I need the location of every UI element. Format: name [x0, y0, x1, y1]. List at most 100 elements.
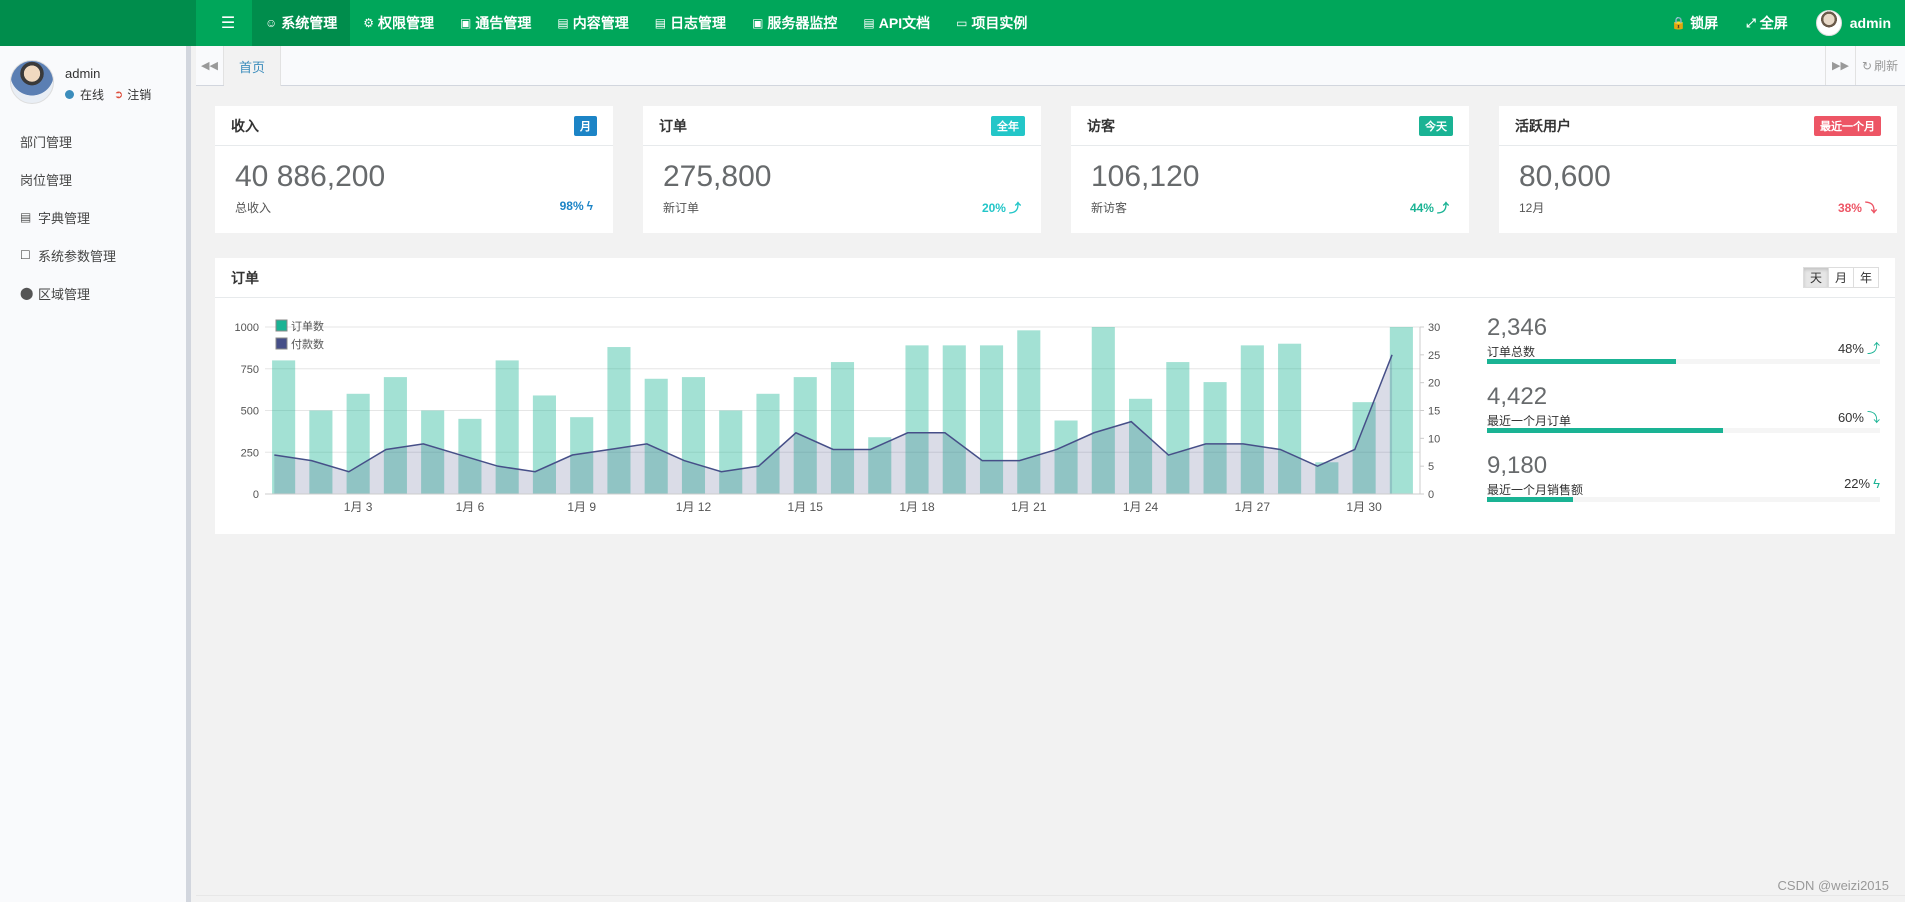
sidebar-item-2[interactable]: ▤ 字典管理	[0, 198, 186, 236]
sidebar-item-label: 字典管理	[38, 210, 91, 226]
stat-card-title: 访客	[1087, 117, 1115, 134]
sidebar-item-3[interactable]: ☐ 系统参数管理	[0, 236, 186, 274]
status-badge: 月	[574, 115, 597, 136]
legend-swatch	[275, 337, 288, 350]
logo-area	[0, 0, 196, 46]
forward-icon: ▶▶	[1832, 60, 1849, 72]
id-card-icon: ▭	[956, 16, 968, 30]
bar-orders	[1315, 462, 1339, 494]
bar-orders	[1240, 345, 1264, 494]
range-month-button[interactable]: 月	[1827, 267, 1854, 288]
y-left-tick-label: 750	[241, 364, 259, 376]
order-stat-progress	[1487, 428, 1880, 433]
y-right-tick-label: 30	[1428, 322, 1440, 334]
legend-label: 订单数	[291, 320, 324, 333]
topnav-item-4[interactable]: ▤ 日志管理	[642, 0, 739, 46]
watermark: CSDN @weizi2015	[1777, 878, 1889, 893]
topnav-item-label: 系统管理	[281, 15, 338, 31]
line-payments	[274, 354, 1393, 473]
refresh-icon: ↻	[1862, 58, 1873, 73]
sidebar-user-name: admin	[65, 66, 101, 81]
sidebar-menu: 部门管理岗位管理 ▤ 字典管理 ☐ 系统参数管理 ⬤ 区域管理	[0, 122, 186, 312]
bookmark-icon: ☐	[20, 248, 31, 262]
bar-orders	[1054, 420, 1078, 494]
logout-link[interactable]: 注销	[127, 88, 152, 102]
footer-divider	[196, 895, 1905, 896]
y-right-tick-label: 15	[1428, 406, 1440, 418]
y-left-tick-label: 500	[241, 406, 259, 418]
topnav-item-2[interactable]: ▣ 通告管理	[447, 0, 544, 46]
x-tick-label: 1月 6	[456, 500, 485, 514]
level-up-icon: ⤴	[1436, 201, 1449, 215]
bar-orders	[1129, 398, 1153, 494]
lock-screen-button[interactable]: 🔒 锁屏	[1657, 13, 1732, 33]
stat-card-percent-value: 98%	[559, 199, 584, 213]
bar-orders	[495, 360, 519, 494]
user-panel: admin 在线 ➲ 注销	[10, 60, 185, 110]
topnav-item-1[interactable]: ⚙ 权限管理	[350, 0, 447, 46]
y-left-tick-label: 250	[241, 447, 259, 459]
lock-screen-label: 锁屏	[1690, 15, 1719, 31]
bar-orders	[756, 393, 780, 494]
bar-orders	[942, 345, 966, 494]
stat-card-percent: 44% ⤴	[1410, 199, 1449, 216]
car-icon: ⬤	[20, 286, 34, 300]
topnav-item-label: API文档	[878, 15, 931, 31]
topnav-item-0[interactable]: ☺ 系统管理	[252, 0, 351, 46]
sidebar-item-label: 岗位管理	[20, 172, 73, 188]
topnav-item-7[interactable]: ▭ 项目实例	[943, 0, 1040, 46]
order-stat-label: 最近一个月销售额	[1487, 483, 1584, 497]
bar-orders	[1352, 402, 1376, 494]
sidebar-item-label: 部门管理	[20, 134, 73, 150]
stat-card-3: 活跃用户 最近一个月 80,600 12月 38% ⤵	[1499, 106, 1897, 233]
sidebar-item-1[interactable]: 岗位管理	[0, 160, 186, 198]
sidebar-item-0[interactable]: 部门管理	[0, 122, 186, 160]
order-stat-progress-fill	[1487, 359, 1676, 364]
tab-refresh-button[interactable]: ↻ 刷新	[1855, 46, 1905, 85]
tab-bar: ◀◀ 首页 ▶▶ ↻ 刷新	[196, 46, 1905, 86]
bolt-icon: ϟ	[1873, 476, 1880, 491]
level-down-icon: ⤵	[1866, 410, 1880, 425]
bolt-icon: ϟ	[586, 199, 593, 213]
stat-card-title: 活跃用户	[1515, 117, 1571, 134]
avatar	[1815, 10, 1842, 36]
address-book-icon: ▣	[460, 16, 472, 30]
order-stat-progress	[1487, 359, 1880, 364]
stat-card-percent: 38% ⤵	[1838, 199, 1877, 216]
order-stat-percent: 22% ϟ	[1844, 476, 1880, 491]
bar-orders	[979, 345, 1004, 494]
sign-out-icon[interactable]: ➲	[114, 89, 124, 101]
bar-orders	[458, 418, 482, 494]
gear-icon: ⚙	[363, 16, 375, 30]
sidebar-item-4[interactable]: ⬤ 区域管理	[0, 274, 186, 312]
topnav-item-3[interactable]: ▤ 内容管理	[544, 0, 641, 46]
order-stat-percent-value: 60%	[1837, 410, 1864, 425]
tab-home[interactable]: 首页	[224, 46, 282, 86]
bar-orders	[793, 377, 817, 494]
stat-card-value: 40 886,200	[235, 160, 386, 193]
topnav-item-5[interactable]: ▣ 服务器监控	[739, 0, 850, 46]
stat-card-2: 访客 今天 106,120 新访客 44% ⤴	[1071, 106, 1469, 233]
fullscreen-button[interactable]: ⤢ 全屏	[1732, 13, 1802, 33]
fullscreen-label: 全屏	[1759, 15, 1788, 31]
user-menu[interactable]: admin	[1802, 10, 1905, 36]
tab-scroll-right-button[interactable]: ▶▶	[1825, 46, 1855, 85]
topnav-item-label: 项目实例	[971, 15, 1028, 31]
y-right-tick-label: 5	[1428, 461, 1434, 473]
range-day-button[interactable]: 天	[1802, 267, 1829, 288]
order-stat-percent-value: 48%	[1837, 341, 1864, 356]
order-stat-percent: 60% ⤵	[1838, 407, 1880, 426]
top-right-menu: 🔒 锁屏 ⤢ 全屏 admin	[1657, 0, 1905, 46]
avatar	[10, 60, 54, 104]
range-year-button[interactable]: 年	[1852, 267, 1879, 288]
users-icon: ☺	[265, 16, 278, 30]
orders-panel: 订单 天 月 年 0 250 500 750 1000 0 5 10 15 20 25 30 1月 3 1…	[215, 258, 1895, 534]
sidebar-toggle-icon[interactable]: ☰	[220, 15, 236, 32]
sidebar-item-label: 系统参数管理	[38, 248, 117, 264]
orders-chart-svg: 0 250 500 750 1000 0 5 10 15 20 25 30 1月 3 1月 6 1月 9 1月…	[235, 319, 1440, 514]
backward-icon: ◀◀	[201, 60, 218, 72]
order-stat-progress-fill	[1487, 497, 1574, 502]
area-payments	[274, 354, 1393, 494]
tab-scroll-left-button[interactable]: ◀◀	[196, 46, 224, 85]
topnav-item-6[interactable]: ▤ API文档	[850, 0, 943, 46]
